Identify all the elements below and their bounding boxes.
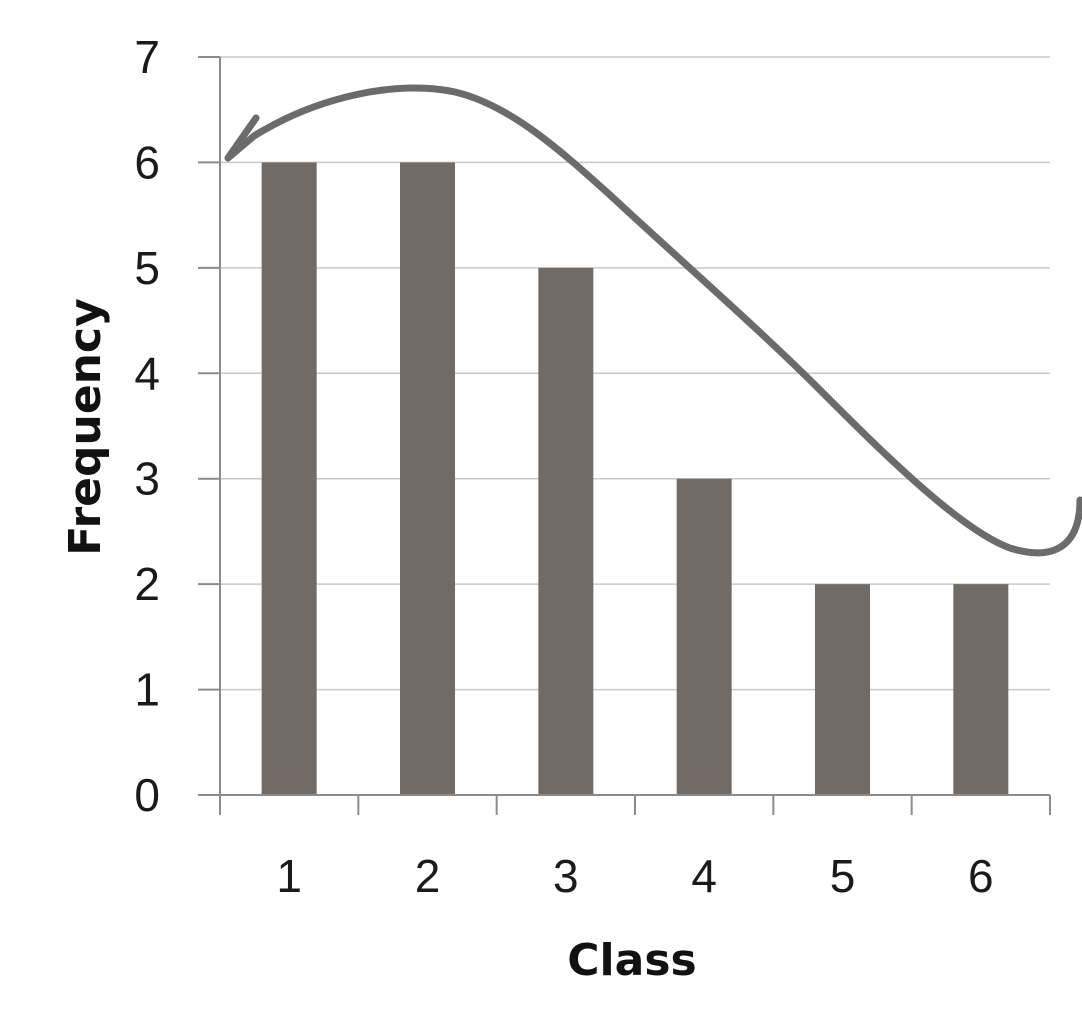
bar-class-5 [815, 584, 870, 795]
x-tick-label-6: 6 [968, 850, 994, 902]
x-tick-label-4: 4 [691, 850, 717, 902]
y-tick-label-5: 5 [134, 242, 160, 294]
x-tick-label-3: 3 [553, 850, 579, 902]
x-tick-label-5: 5 [830, 850, 856, 902]
x-axis-title: Class [567, 935, 696, 986]
y-tick-label-6: 6 [134, 136, 160, 188]
gridlines [220, 56, 1050, 691]
bars [261, 162, 1009, 795]
axes [198, 56, 1051, 815]
bar-class-4 [676, 478, 732, 795]
y-tick-label-1: 1 [134, 664, 160, 716]
y-tick-label-3: 3 [134, 453, 160, 505]
bar-class-1 [261, 162, 317, 795]
y-axis-title: Frequency [60, 298, 111, 556]
y-tick-label-7: 7 [134, 31, 160, 83]
bar-class-6 [953, 584, 1009, 795]
bar-class-2 [400, 162, 455, 795]
y-tick-label-0: 0 [134, 769, 160, 821]
x-tick-label-1: 1 [276, 850, 302, 902]
y-tick-label-4: 4 [134, 347, 160, 399]
bar-class-3 [538, 267, 594, 795]
x-tick-label-2: 2 [415, 850, 441, 902]
y-tick-label-2: 2 [134, 558, 160, 610]
y-tick-labels: 0 1 2 3 4 5 6 7 [134, 31, 160, 821]
x-tick-labels: 1 2 3 4 5 6 [276, 850, 993, 902]
distribution-curve-annotation [224, 84, 1082, 557]
